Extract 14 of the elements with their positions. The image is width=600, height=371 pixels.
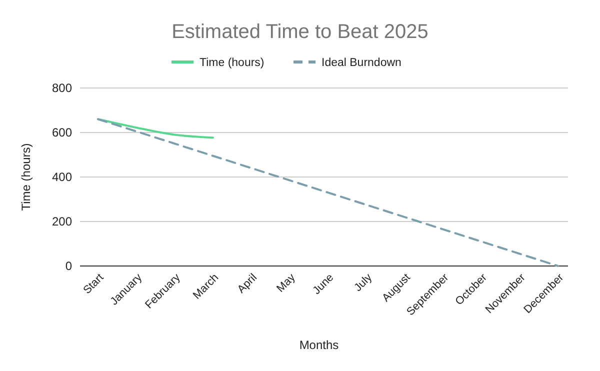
y-tick-label: 800 bbox=[52, 81, 72, 95]
chart-title: Estimated Time to Beat 2025 bbox=[172, 21, 428, 43]
y-tick-label: 200 bbox=[52, 214, 72, 228]
x-tick-label: July bbox=[352, 271, 375, 294]
y-tick-label: 0 bbox=[65, 259, 72, 273]
y-axis-title: Time (hours) bbox=[19, 143, 33, 211]
x-tick-label: May bbox=[274, 271, 298, 295]
legend-label: Time (hours) bbox=[200, 57, 264, 69]
x-axis-title: Months bbox=[299, 338, 339, 352]
y-tick-label: 600 bbox=[52, 126, 72, 140]
legend-label: Ideal Burndown bbox=[322, 57, 402, 69]
line-series bbox=[97, 118, 214, 139]
y-tick-label: 400 bbox=[52, 170, 72, 184]
line-series bbox=[97, 118, 559, 267]
